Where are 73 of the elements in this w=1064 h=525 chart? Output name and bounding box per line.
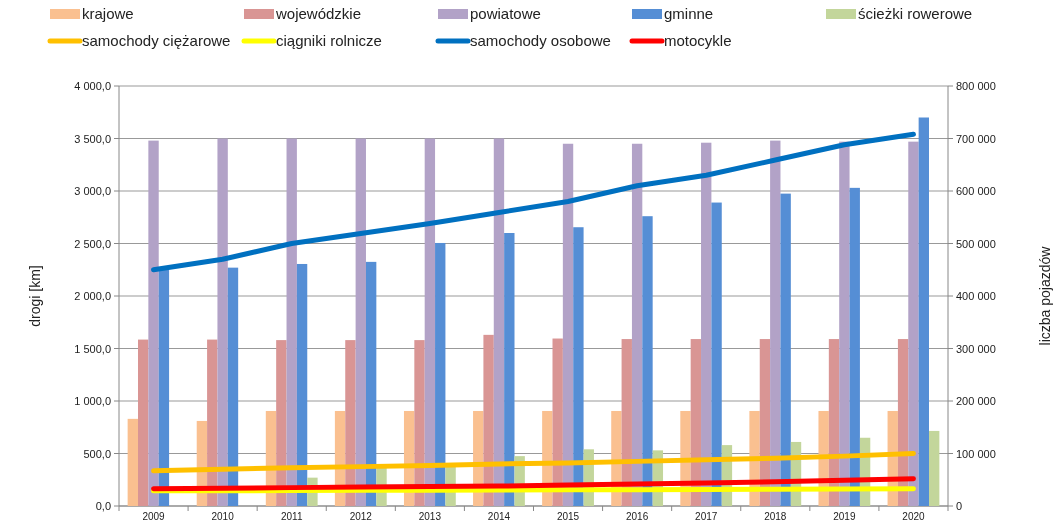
y-tick-label: 3 500,0 [74, 132, 111, 145]
y-tick-label: 500,0 [83, 447, 111, 460]
y2-tick-label: 100 000 [956, 447, 996, 460]
bar [138, 339, 149, 506]
legend-label: powiatowe [470, 5, 541, 22]
bar [701, 142, 712, 506]
bar [929, 430, 940, 506]
y-tick-label: 1 500,0 [74, 342, 111, 355]
legend-label: samochody ciężarowe [82, 32, 231, 49]
bar [345, 340, 356, 506]
x-tick-label: 2019 [833, 511, 856, 522]
bar [414, 340, 425, 506]
bar [148, 140, 159, 506]
x-tick-label: 2011 [280, 511, 303, 522]
bar [562, 143, 574, 506]
legend-label: motocykle [664, 32, 732, 49]
y2-axis-title: liczba pojazdów [1037, 245, 1053, 346]
legend-label: samochody osobowe [470, 32, 611, 49]
bar [839, 141, 850, 506]
x-tick-label: 2018 [764, 511, 787, 522]
y2-tick-label: 800 000 [956, 80, 996, 92]
legend-label: wojewódzkie [275, 5, 362, 22]
bar [217, 138, 228, 506]
y-tick-label: 4 000,0 [74, 80, 111, 92]
bar [227, 267, 239, 506]
x-tick-label: 2016 [626, 511, 649, 522]
bar [849, 187, 860, 506]
bar [127, 418, 138, 506]
x-tick-label: 2012 [349, 511, 373, 522]
x-tick-label: 2014 [487, 511, 511, 522]
bar [770, 140, 781, 506]
y-axis-title: drogi [km] [27, 265, 43, 327]
x-tick-label: 2010 [211, 511, 235, 522]
y2-tick-label: 200 000 [956, 395, 996, 407]
legend-label: gminne [664, 5, 714, 22]
bar [435, 242, 446, 506]
bar [355, 138, 366, 506]
bar [504, 233, 515, 506]
bar [276, 340, 287, 506]
bar [918, 117, 929, 506]
bar [631, 143, 643, 506]
x-tick-label: 2015 [556, 511, 580, 522]
bar [573, 227, 584, 506]
y2-tick-label: 0 [956, 500, 963, 512]
y-tick-label: 0,0 [95, 500, 111, 512]
bar [908, 141, 919, 506]
y-tick-label: 2 000,0 [74, 290, 111, 302]
y2-tick-label: 500 000 [956, 237, 996, 250]
bar [296, 263, 308, 506]
legend-label: ścieżki rowerowe [858, 5, 973, 22]
x-tick-label: 2020 [902, 511, 926, 522]
y-tick-label: 3 000,0 [74, 185, 111, 197]
bar [642, 216, 653, 506]
bar [286, 138, 297, 506]
bar [780, 193, 791, 506]
y2-tick-label: 700 000 [956, 132, 996, 145]
y2-tick-label: 600 000 [956, 185, 996, 197]
x-tick-label: 2017 [695, 511, 718, 522]
x-tick-label: 2009 [142, 511, 166, 522]
legend-label: krajowe [82, 5, 134, 22]
y-tick-label: 2 500,0 [74, 237, 111, 250]
y-tick-label: 1 000,0 [74, 395, 111, 407]
bar [493, 138, 505, 506]
legend-label: ciągniki rolnicze [276, 32, 382, 49]
bar [483, 334, 494, 506]
bar [158, 269, 170, 506]
bar [552, 338, 563, 506]
y2-tick-label: 400 000 [956, 290, 996, 302]
x-tick-label: 2013 [418, 511, 442, 522]
bar [365, 261, 377, 506]
y2-tick-label: 300 000 [956, 342, 996, 355]
bar [711, 202, 722, 506]
bar [424, 138, 436, 506]
